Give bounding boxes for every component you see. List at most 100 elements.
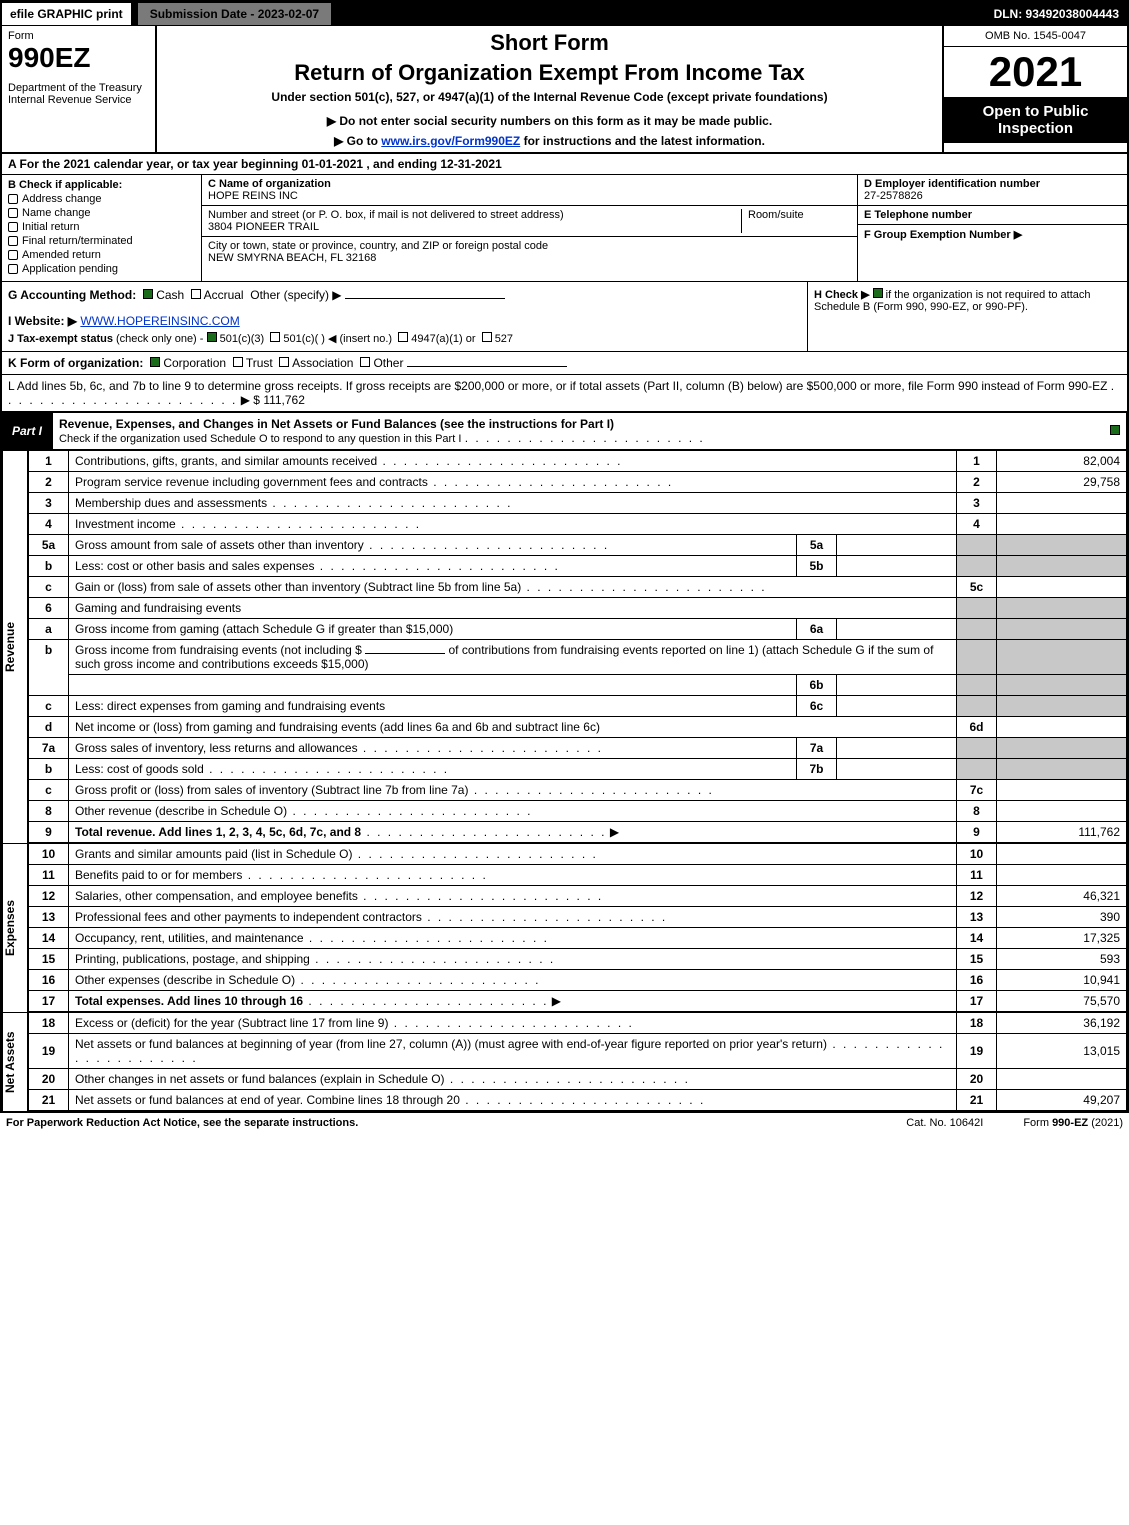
irs-link[interactable]: www.irs.gov/Form990EZ [381,134,520,148]
other-org-line[interactable] [407,366,567,367]
checkbox-trust[interactable] [233,357,243,367]
line-7c-val [997,780,1127,801]
line-6b-desc1: Gross income from fundraising events (no… [75,643,362,657]
line-2-desc: Program service revenue including govern… [75,475,428,489]
line-15-box: 15 [957,949,997,970]
row-g-h: G Accounting Method: Cash Accrual Other … [2,282,1127,352]
line-15-desc: Printing, publications, postage, and shi… [75,952,310,966]
line-7a-sub: 7a [797,738,837,759]
line-6b-num: b [29,640,69,696]
checkbox-final-return[interactable] [8,236,18,246]
checkbox-501c[interactable] [270,332,280,342]
short-form-title: Short Form [163,30,936,56]
expenses-table: 10Grants and similar amounts paid (list … [28,843,1127,1012]
checkbox-schedule-o[interactable] [1110,425,1120,435]
i-label: I Website: ▶ [8,314,77,328]
checkbox-527[interactable] [482,332,492,342]
line-20-num: 20 [29,1069,69,1090]
line-6b-blank[interactable] [365,653,445,654]
shade-5a-val [997,535,1127,556]
line-6-desc: Gaming and fundraising events [69,598,957,619]
checkbox-accrual[interactable] [191,289,201,299]
final-return-label: Final return/terminated [22,235,133,247]
website-link[interactable]: WWW.HOPEREINSINC.COM [80,314,239,328]
line-11-box: 11 [957,865,997,886]
table-row: 6Gaming and fundraising events [29,598,1127,619]
checkbox-other-org[interactable] [360,357,370,367]
line-13-desc: Professional fees and other payments to … [75,910,422,924]
table-row: 8Other revenue (describe in Schedule O)8 [29,801,1127,822]
line-17-box: 17 [957,991,997,1012]
line-7b-sub: 7b [797,759,837,780]
line-10-num: 10 [29,844,69,865]
checkbox-4947[interactable] [398,332,408,342]
checkbox-501c3[interactable] [207,332,217,342]
other-label: Other (specify) ▶ [250,288,341,302]
revenue-sidelabel: Revenue [2,450,28,843]
table-row: 7aGross sales of inventory, less returns… [29,738,1127,759]
omb-number: OMB No. 1545-0047 [944,26,1127,47]
line-14-box: 14 [957,928,997,949]
line-20-val [997,1069,1127,1090]
table-row: aGross income from gaming (attach Schedu… [29,619,1127,640]
assoc-label: Association [292,356,353,370]
line-7a-num: 7a [29,738,69,759]
shade-5a [957,535,997,556]
checkbox-initial-return[interactable] [8,222,18,232]
checkbox-association[interactable] [279,357,289,367]
checkbox-name-change[interactable] [8,208,18,218]
line-6d-num: d [29,717,69,738]
header-right: OMB No. 1545-0047 2021 Open to Public In… [942,26,1127,152]
efile-label[interactable]: efile GRAPHIC print [2,3,131,25]
line-5a-sub: 5a [797,535,837,556]
footer-form-post: (2021) [1091,1117,1123,1129]
line-21-box: 21 [957,1090,997,1111]
line-5b-subval [837,556,957,577]
line-5a-subval [837,535,957,556]
line-3-val [997,493,1127,514]
table-row: 17Total expenses. Add lines 10 through 1… [29,991,1127,1012]
table-row: 18Excess or (deficit) for the year (Subt… [29,1013,1127,1034]
line-4-box: 4 [957,514,997,535]
line-6c-subval [837,696,957,717]
checkbox-address-change[interactable] [8,194,18,204]
city-state-zip: NEW SMYRNA BEACH, FL 32168 [208,252,851,264]
line-14-val: 17,325 [997,928,1127,949]
row-g: G Accounting Method: Cash Accrual Other … [8,288,801,302]
goto-pre: ▶ Go to [334,134,381,148]
row-l: L Add lines 5b, 6c, and 7b to line 9 to … [2,375,1127,412]
line-11-desc: Benefits paid to or for members [75,868,242,882]
line-9-num: 9 [29,822,69,843]
addr-label: Number and street (or P. O. box, if mail… [208,209,741,221]
line-10-val [997,844,1127,865]
line-8-desc: Other revenue (describe in Schedule O) [75,804,287,818]
line-5b-desc: Less: cost or other basis and sales expe… [75,559,314,573]
line-5c-val [997,577,1127,598]
table-row: bLess: cost or other basis and sales exp… [29,556,1127,577]
table-row: cGain or (loss) from sale of assets othe… [29,577,1127,598]
corp-label: Corporation [163,356,226,370]
line-6d-desc: Net income or (loss) from gaming and fun… [75,720,600,734]
line-15-num: 15 [29,949,69,970]
entity-right: D Employer identification number 27-2578… [857,175,1127,281]
line-18-num: 18 [29,1013,69,1034]
row-h: H Check ▶ if the organization is not req… [807,282,1127,351]
checkbox-application-pending[interactable] [8,264,18,274]
row-a-period: A For the 2021 calendar year, or tax yea… [2,154,1127,175]
checkbox-corporation[interactable] [150,357,160,367]
trust-label: Trust [246,356,273,370]
checkbox-cash[interactable] [143,289,153,299]
line-19-box: 19 [957,1034,997,1069]
line-19-val: 13,015 [997,1034,1127,1069]
line-1-desc: Contributions, gifts, grants, and simila… [75,454,377,468]
line-1-val: 82,004 [997,451,1127,472]
tax-year: 2021 [944,47,1127,97]
checkbox-amended-return[interactable] [8,250,18,260]
amended-return-label: Amended return [22,249,101,261]
j-label: J Tax-exempt status [8,333,113,345]
row-j: J Tax-exempt status (check only one) - 5… [8,332,801,345]
line-9-val: 111,762 [997,822,1127,843]
table-row: cGross profit or (loss) from sales of in… [29,780,1127,801]
checkbox-schedule-b[interactable] [873,288,883,298]
other-specify-line[interactable] [345,298,505,299]
